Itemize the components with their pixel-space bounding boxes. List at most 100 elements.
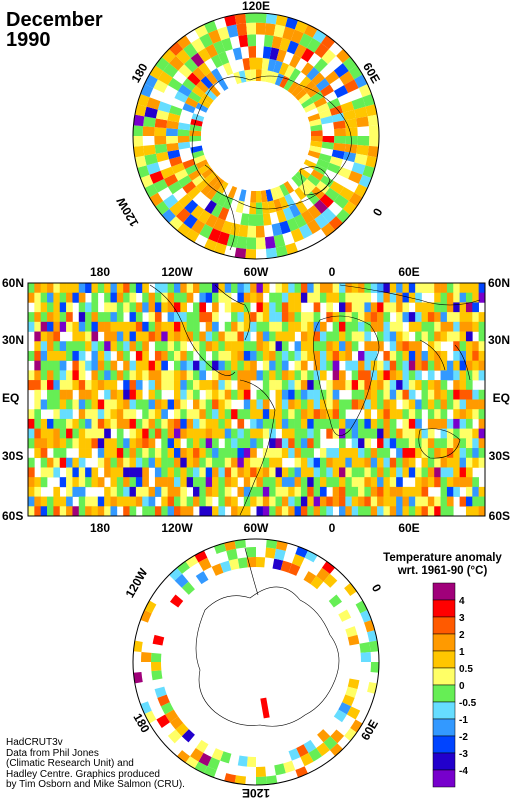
anomaly-cell	[478, 292, 485, 303]
anomaly-cell	[345, 302, 353, 313]
anomaly-cell	[478, 399, 485, 410]
anomaly-cell	[211, 748, 224, 761]
anomaly-cell	[78, 448, 86, 459]
anomaly-cell	[344, 79, 359, 94]
anomaly-cell	[294, 409, 302, 420]
anomaly-cell	[161, 302, 168, 313]
anomaly-cell	[288, 331, 295, 342]
anomaly-cell	[434, 302, 441, 313]
anomaly-cell	[85, 312, 92, 323]
anomaly-cell	[243, 496, 251, 507]
lon-label-bottom: 0	[329, 521, 336, 535]
anomaly-cell	[262, 302, 270, 313]
anomaly-cell	[243, 477, 251, 488]
anomaly-cell	[396, 506, 403, 516]
anomaly-cell	[143, 116, 156, 128]
anomaly-cell	[167, 399, 175, 410]
anomaly-cell	[459, 496, 467, 507]
anomaly-cell	[193, 341, 200, 352]
anomaly-cell	[148, 409, 156, 420]
anomaly-cell	[256, 237, 266, 250]
anomaly-cell	[324, 187, 340, 202]
anomaly-cell	[169, 105, 183, 116]
anomaly-cell	[40, 477, 48, 488]
anomaly-cell	[218, 477, 226, 488]
anomaly-cell	[472, 409, 479, 420]
anomaly-cell	[453, 389, 460, 400]
anomaly-cell	[383, 428, 391, 439]
anomaly-cell	[465, 302, 473, 313]
world-anomaly-cells	[28, 283, 485, 516]
lat-label-left: 60N	[2, 276, 24, 290]
anomaly-cell	[193, 302, 200, 313]
anomaly-cell	[281, 399, 289, 410]
anomaly-cell	[453, 370, 460, 381]
anomaly-cell	[358, 360, 365, 371]
anomaly-cell	[175, 207, 191, 223]
anomaly-cell	[269, 350, 276, 361]
anomaly-cell	[275, 389, 283, 400]
anomaly-cell	[345, 496, 353, 507]
anomaly-cell	[91, 409, 99, 420]
anomaly-cell	[78, 467, 86, 478]
anomaly-cell	[231, 467, 238, 478]
anomaly-cell	[383, 283, 391, 294]
anomaly-cell	[218, 399, 226, 410]
anomaly-cell	[459, 438, 467, 449]
anomaly-cell	[181, 729, 195, 743]
anomaly-cell	[53, 448, 61, 459]
anomaly-cell	[427, 331, 435, 342]
anomaly-cell	[53, 409, 61, 420]
anomaly-cell	[180, 380, 187, 391]
anomaly-cell	[364, 477, 372, 488]
anomaly-cell	[364, 341, 372, 352]
anomaly-cell	[110, 438, 118, 449]
anomaly-cell	[195, 739, 209, 753]
anomaly-cell	[148, 496, 156, 507]
anomaly-cell	[465, 448, 473, 459]
anomaly-cell	[434, 457, 441, 468]
anomaly-cell	[389, 331, 397, 342]
anomaly-cell	[173, 389, 181, 400]
anomaly-cell	[135, 312, 143, 323]
anomaly-cell	[224, 292, 232, 303]
anomaly-cell	[167, 380, 175, 391]
anomaly-cell	[154, 127, 167, 136]
anomaly-cell	[199, 496, 207, 507]
anomaly-cell	[313, 350, 321, 361]
anomaly-cell	[459, 360, 467, 371]
anomaly-cell	[295, 200, 308, 214]
anomaly-cell	[345, 292, 353, 303]
anomaly-cell	[313, 58, 328, 73]
anomaly-cell	[345, 350, 353, 361]
anomaly-cell	[326, 380, 333, 391]
anomaly-cell	[383, 321, 391, 332]
anomaly-cell	[383, 380, 391, 391]
anomaly-cell	[178, 64, 193, 79]
credit-line: Data from Phil Jones	[6, 747, 99, 759]
anomaly-cell	[116, 418, 124, 429]
anomaly-cell	[408, 457, 416, 468]
anomaly-cell	[434, 496, 441, 507]
anomaly-cell	[85, 331, 92, 342]
anomaly-cell	[267, 200, 277, 214]
anomaly-cell	[453, 448, 460, 459]
credit-line: by Tim Osborn and Mike Salmon (CRU).	[6, 779, 185, 790]
anomaly-cell	[180, 341, 187, 352]
anomaly-cell	[40, 312, 48, 323]
anomaly-cell	[288, 302, 295, 313]
anomaly-cell	[333, 85, 349, 98]
anomaly-cell	[351, 312, 359, 323]
anomaly-cell	[370, 477, 378, 488]
anomaly-cell	[370, 350, 378, 361]
anomaly-cell	[199, 302, 207, 313]
anomaly-cell	[459, 448, 467, 459]
anomaly-cell	[78, 312, 86, 323]
anomaly-cell	[135, 350, 143, 361]
anomaly-cell	[300, 283, 308, 294]
anomaly-cell	[294, 380, 302, 391]
anomaly-cell	[415, 399, 422, 410]
anomaly-cell	[205, 331, 213, 342]
anomaly-cell	[123, 331, 130, 342]
anomaly-cell	[294, 467, 302, 478]
